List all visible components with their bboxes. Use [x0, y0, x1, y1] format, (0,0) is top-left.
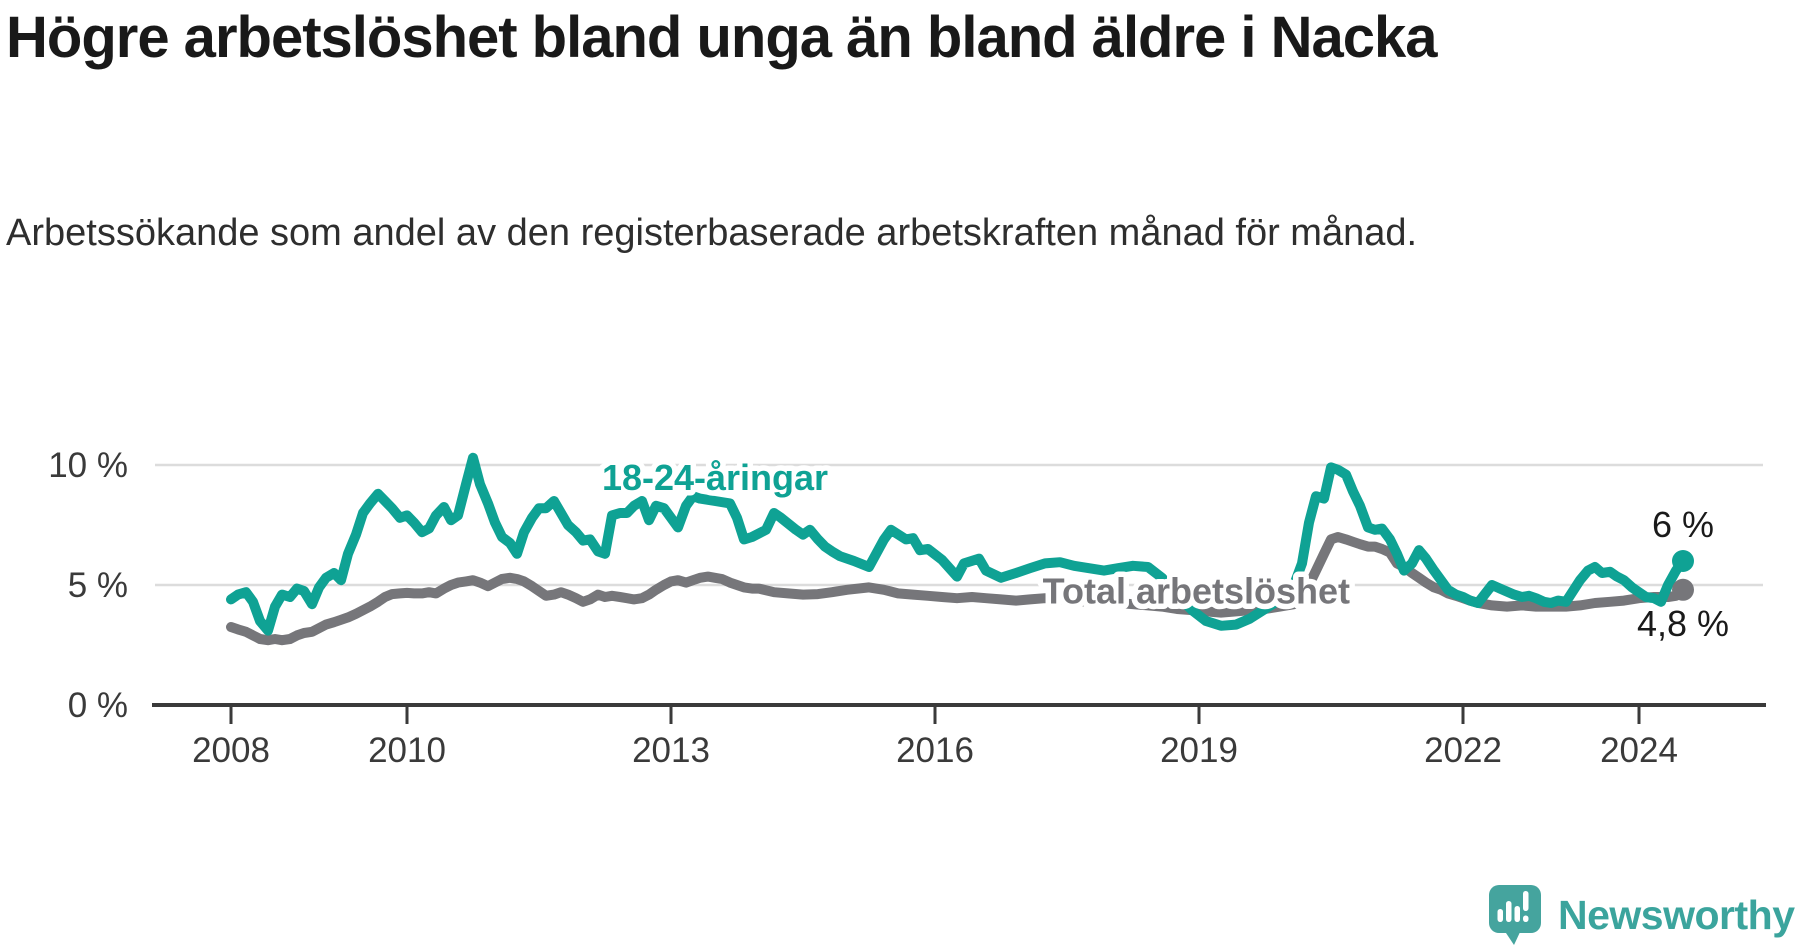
y-axis-label-10: 10 % [48, 446, 128, 485]
x-axis-label-2010: 2010 [368, 731, 446, 770]
series-line-young [226, 452, 1688, 636]
newsworthy-logo-text: Newsworthy [1558, 892, 1795, 938]
series-line-total [226, 532, 1688, 646]
series-label-total: Total arbetslöshet [1043, 571, 1350, 612]
x-axis-label-2013: 2013 [632, 731, 710, 770]
end-dot-young [1672, 550, 1694, 572]
chart-title: Högre arbetslöshet bland unga än bland ä… [6, 5, 1438, 70]
newsworthy-logo: Newsworthy [1488, 884, 1795, 947]
x-axis-label-2019: 2019 [1160, 731, 1238, 770]
x-axis-label-2016: 2016 [896, 731, 974, 770]
end-dot-total [1672, 578, 1694, 601]
chart-subtitle: Arbetssökande som andel av den registerb… [6, 212, 1418, 254]
newsworthy-speech-bubble-chart-icon [1489, 885, 1541, 945]
x-axis-label-2008: 2008 [192, 731, 270, 770]
y-axis-label-5: 5 % [68, 566, 128, 605]
x-axis-label-2022: 2022 [1424, 731, 1502, 770]
end-value-label-total: 4,8 % [1637, 603, 1729, 644]
x-axis-label-2024: 2024 [1600, 731, 1678, 770]
end-value-label-young: 6 % [1652, 504, 1714, 545]
y-axis-label-0: 0 % [68, 686, 128, 725]
series-label-young: 18-24-åringar [602, 457, 828, 498]
